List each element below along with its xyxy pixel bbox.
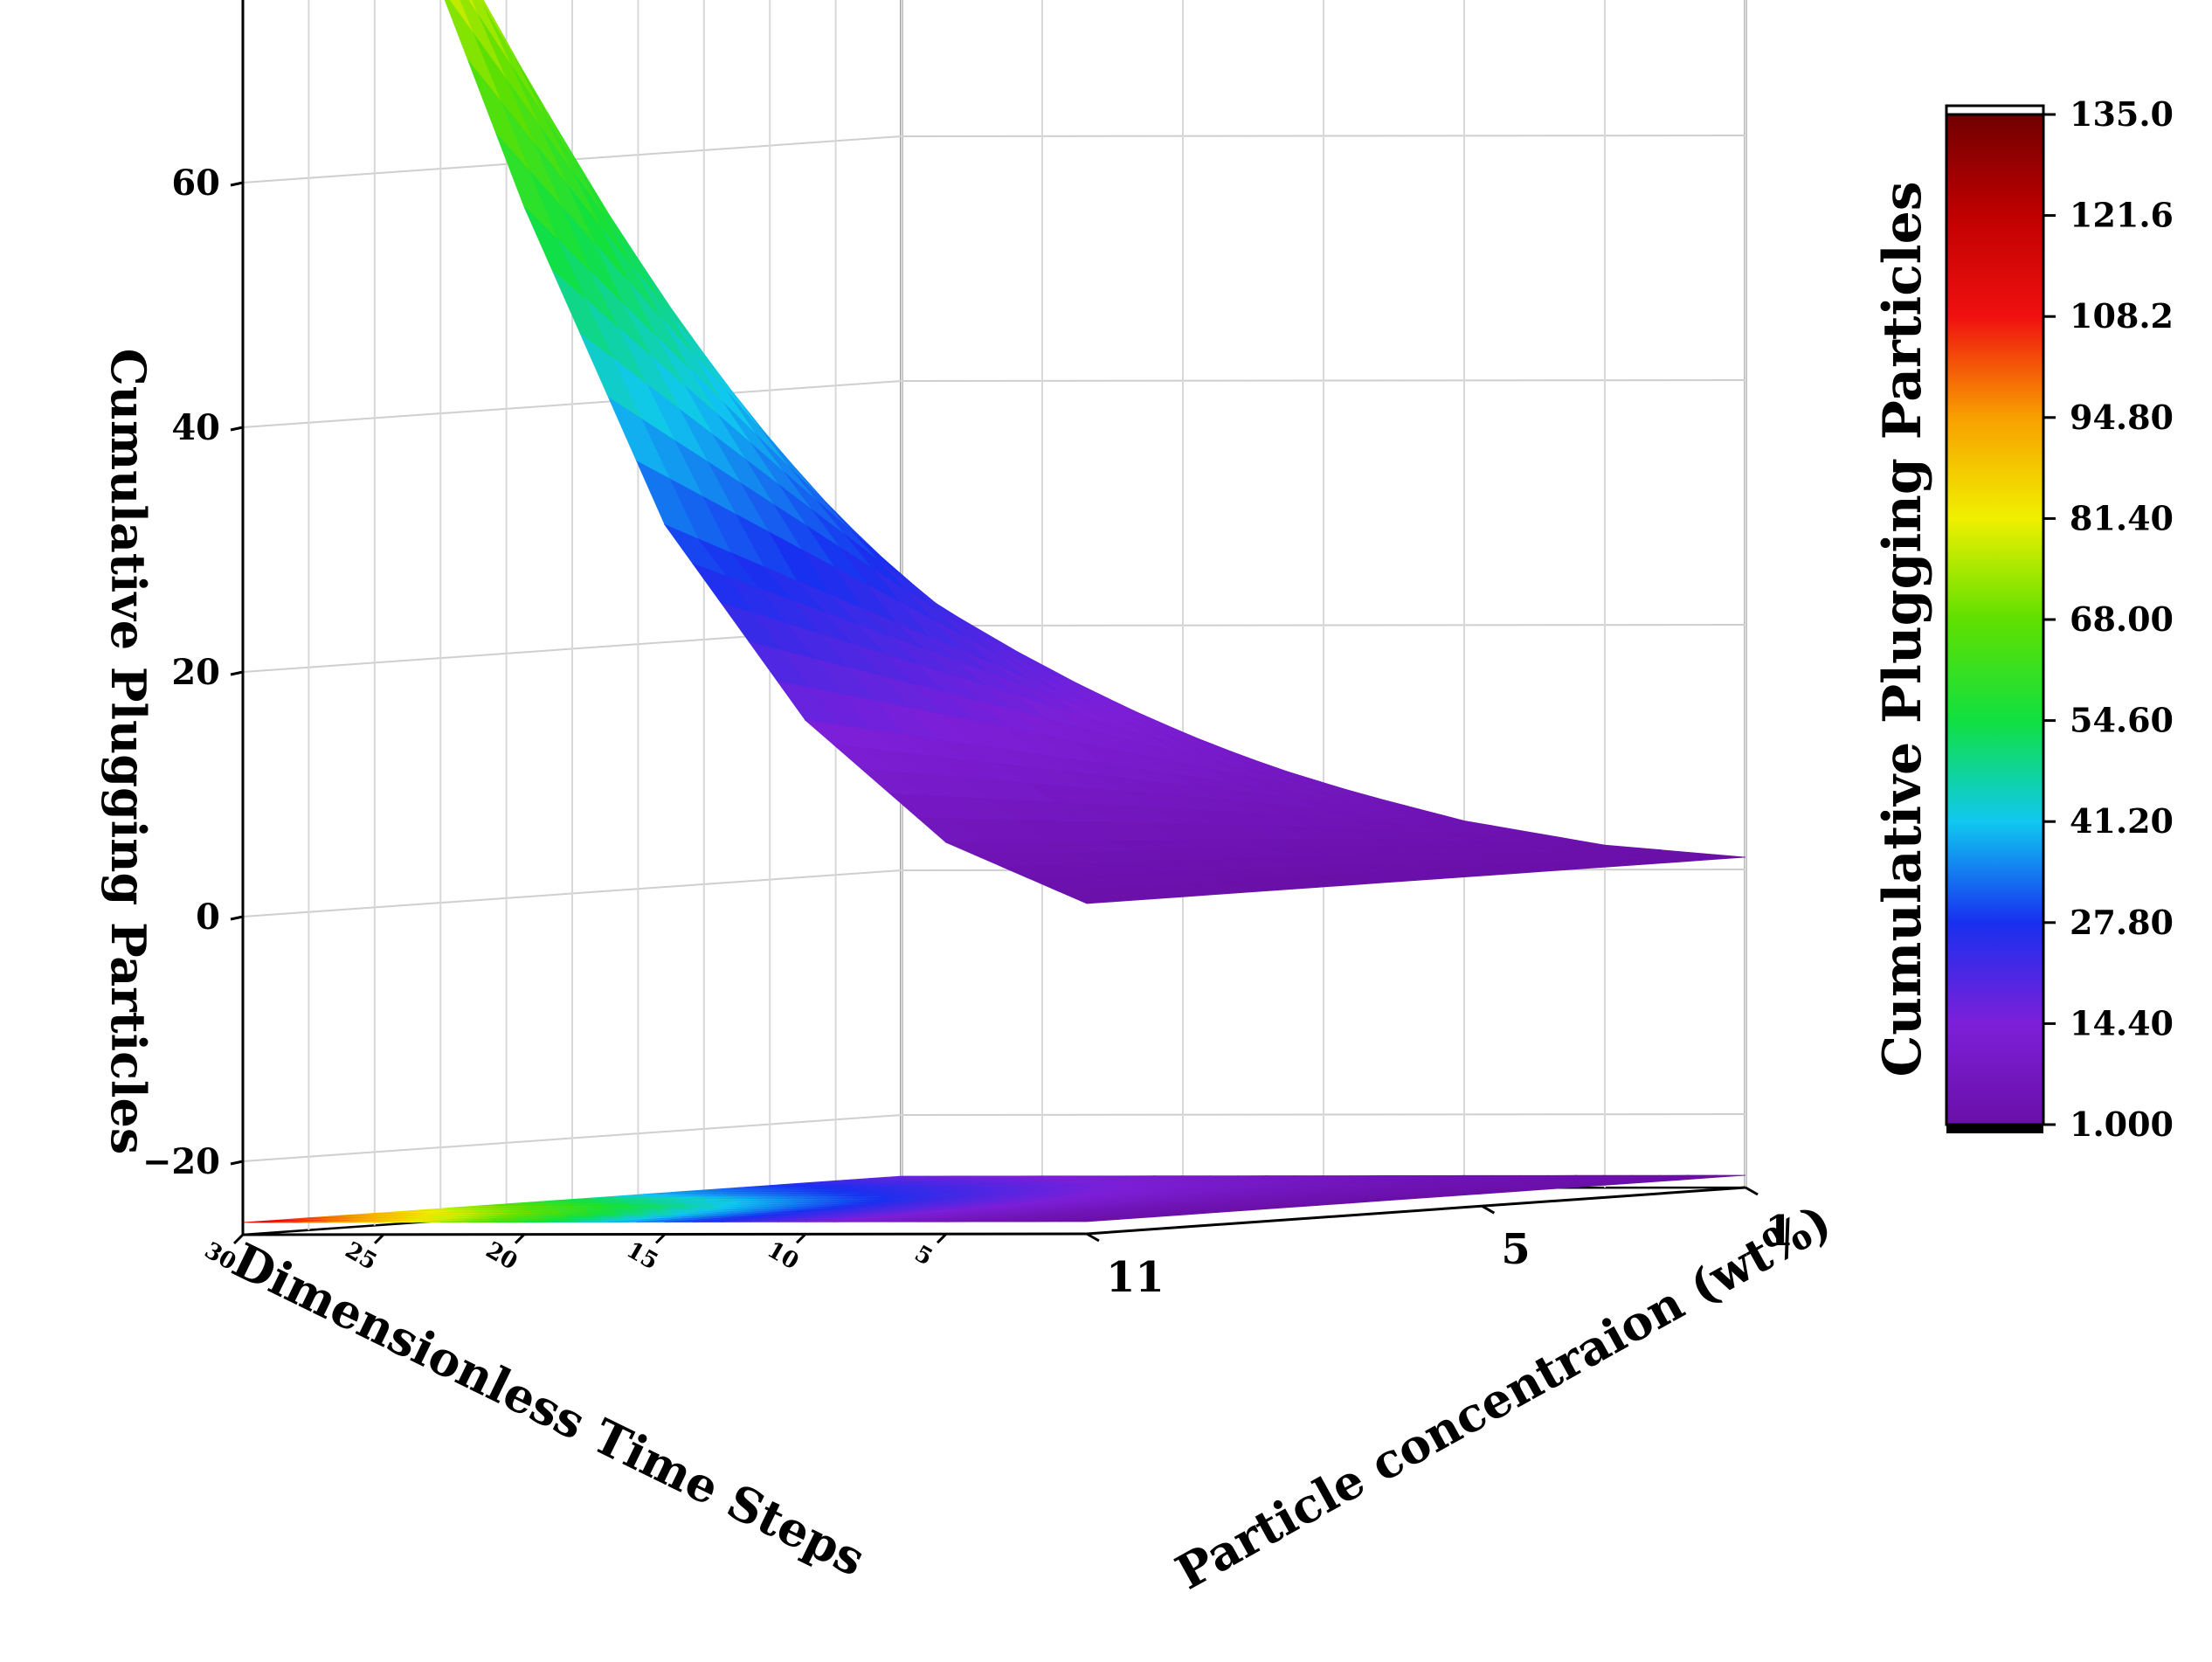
- conc-tick: [1745, 1186, 1759, 1196]
- colorbar-tick-label: 14.40: [2070, 1003, 2174, 1042]
- colorbar-tick-label: 94.80: [2070, 398, 2174, 437]
- z-tick: [230, 1160, 244, 1166]
- z-tick: [230, 426, 244, 432]
- time-axis-title: Dimensionless Time Steps: [224, 1232, 874, 1588]
- floor-projection: [242, 1174, 1746, 1223]
- colorbar-tick-label: 41.20: [2070, 801, 2174, 841]
- surface-mesh: [444, 0, 1746, 904]
- time-tick: [936, 1233, 948, 1244]
- time-tick: [654, 1233, 667, 1244]
- surface-cell: [448, 0, 474, 33]
- time-tick: [373, 1233, 385, 1244]
- colorbar-title: Cumulative Plugging Particles: [1872, 181, 1933, 1077]
- colorbar-ticks: 135.0 121.6 108.2 94.80 81.40 68.00 54.60 41.20…: [2043, 94, 2174, 1144]
- time-tick: [514, 1233, 526, 1244]
- z-tick-label: 60: [171, 163, 220, 204]
- time-tick: [795, 1233, 807, 1244]
- conc-tick: [1086, 1232, 1100, 1243]
- conc-tick: [1481, 1204, 1496, 1215]
- colorbar-tick-label: 121.6: [2070, 196, 2174, 235]
- time-tick: [232, 1233, 245, 1245]
- colorbar-tick-label: 135.0: [2070, 94, 2174, 134]
- colorbar-tick-label: 108.2: [2070, 296, 2174, 336]
- z-tick: [230, 670, 244, 676]
- time-tick-label: 5: [910, 1241, 937, 1271]
- colorbar: 135.0 121.6 108.2 94.80 81.40 68.00 54.60 41.20…: [1945, 94, 2174, 1144]
- colorbar-tick-label: 1.000: [2070, 1105, 2174, 1144]
- z-tick-label: 0: [196, 897, 220, 938]
- colorbar-tick-label: 27.80: [2070, 903, 2174, 942]
- colorbar-gradient: [1945, 113, 2045, 1126]
- axis-walls: [241, 0, 1747, 1236]
- z-tick-label: 40: [171, 407, 220, 448]
- z-tick-label: 20: [171, 652, 220, 693]
- z-tick: [230, 181, 244, 187]
- conc-tick-label: 1: [1765, 1207, 1794, 1256]
- colorbar-bottom-cap: [1946, 1125, 2043, 1133]
- surface-cell: [1058, 889, 1120, 904]
- conc-axis-line: [1086, 1186, 1746, 1236]
- z-axis-title: Cumulative Plugging Particles: [100, 349, 156, 1155]
- conc-tick-label: 11: [1106, 1253, 1165, 1302]
- z-tick-label: −20: [142, 1141, 220, 1182]
- colorbar-tick-label: 81.40: [2070, 498, 2174, 537]
- colorbar-tick-label: 54.60: [2070, 701, 2174, 740]
- floor-cell: [1058, 1218, 1120, 1222]
- conc-tick-label: 5: [1501, 1225, 1530, 1274]
- colorbar-tick-label: 68.00: [2070, 599, 2174, 639]
- z-tick: [230, 915, 244, 921]
